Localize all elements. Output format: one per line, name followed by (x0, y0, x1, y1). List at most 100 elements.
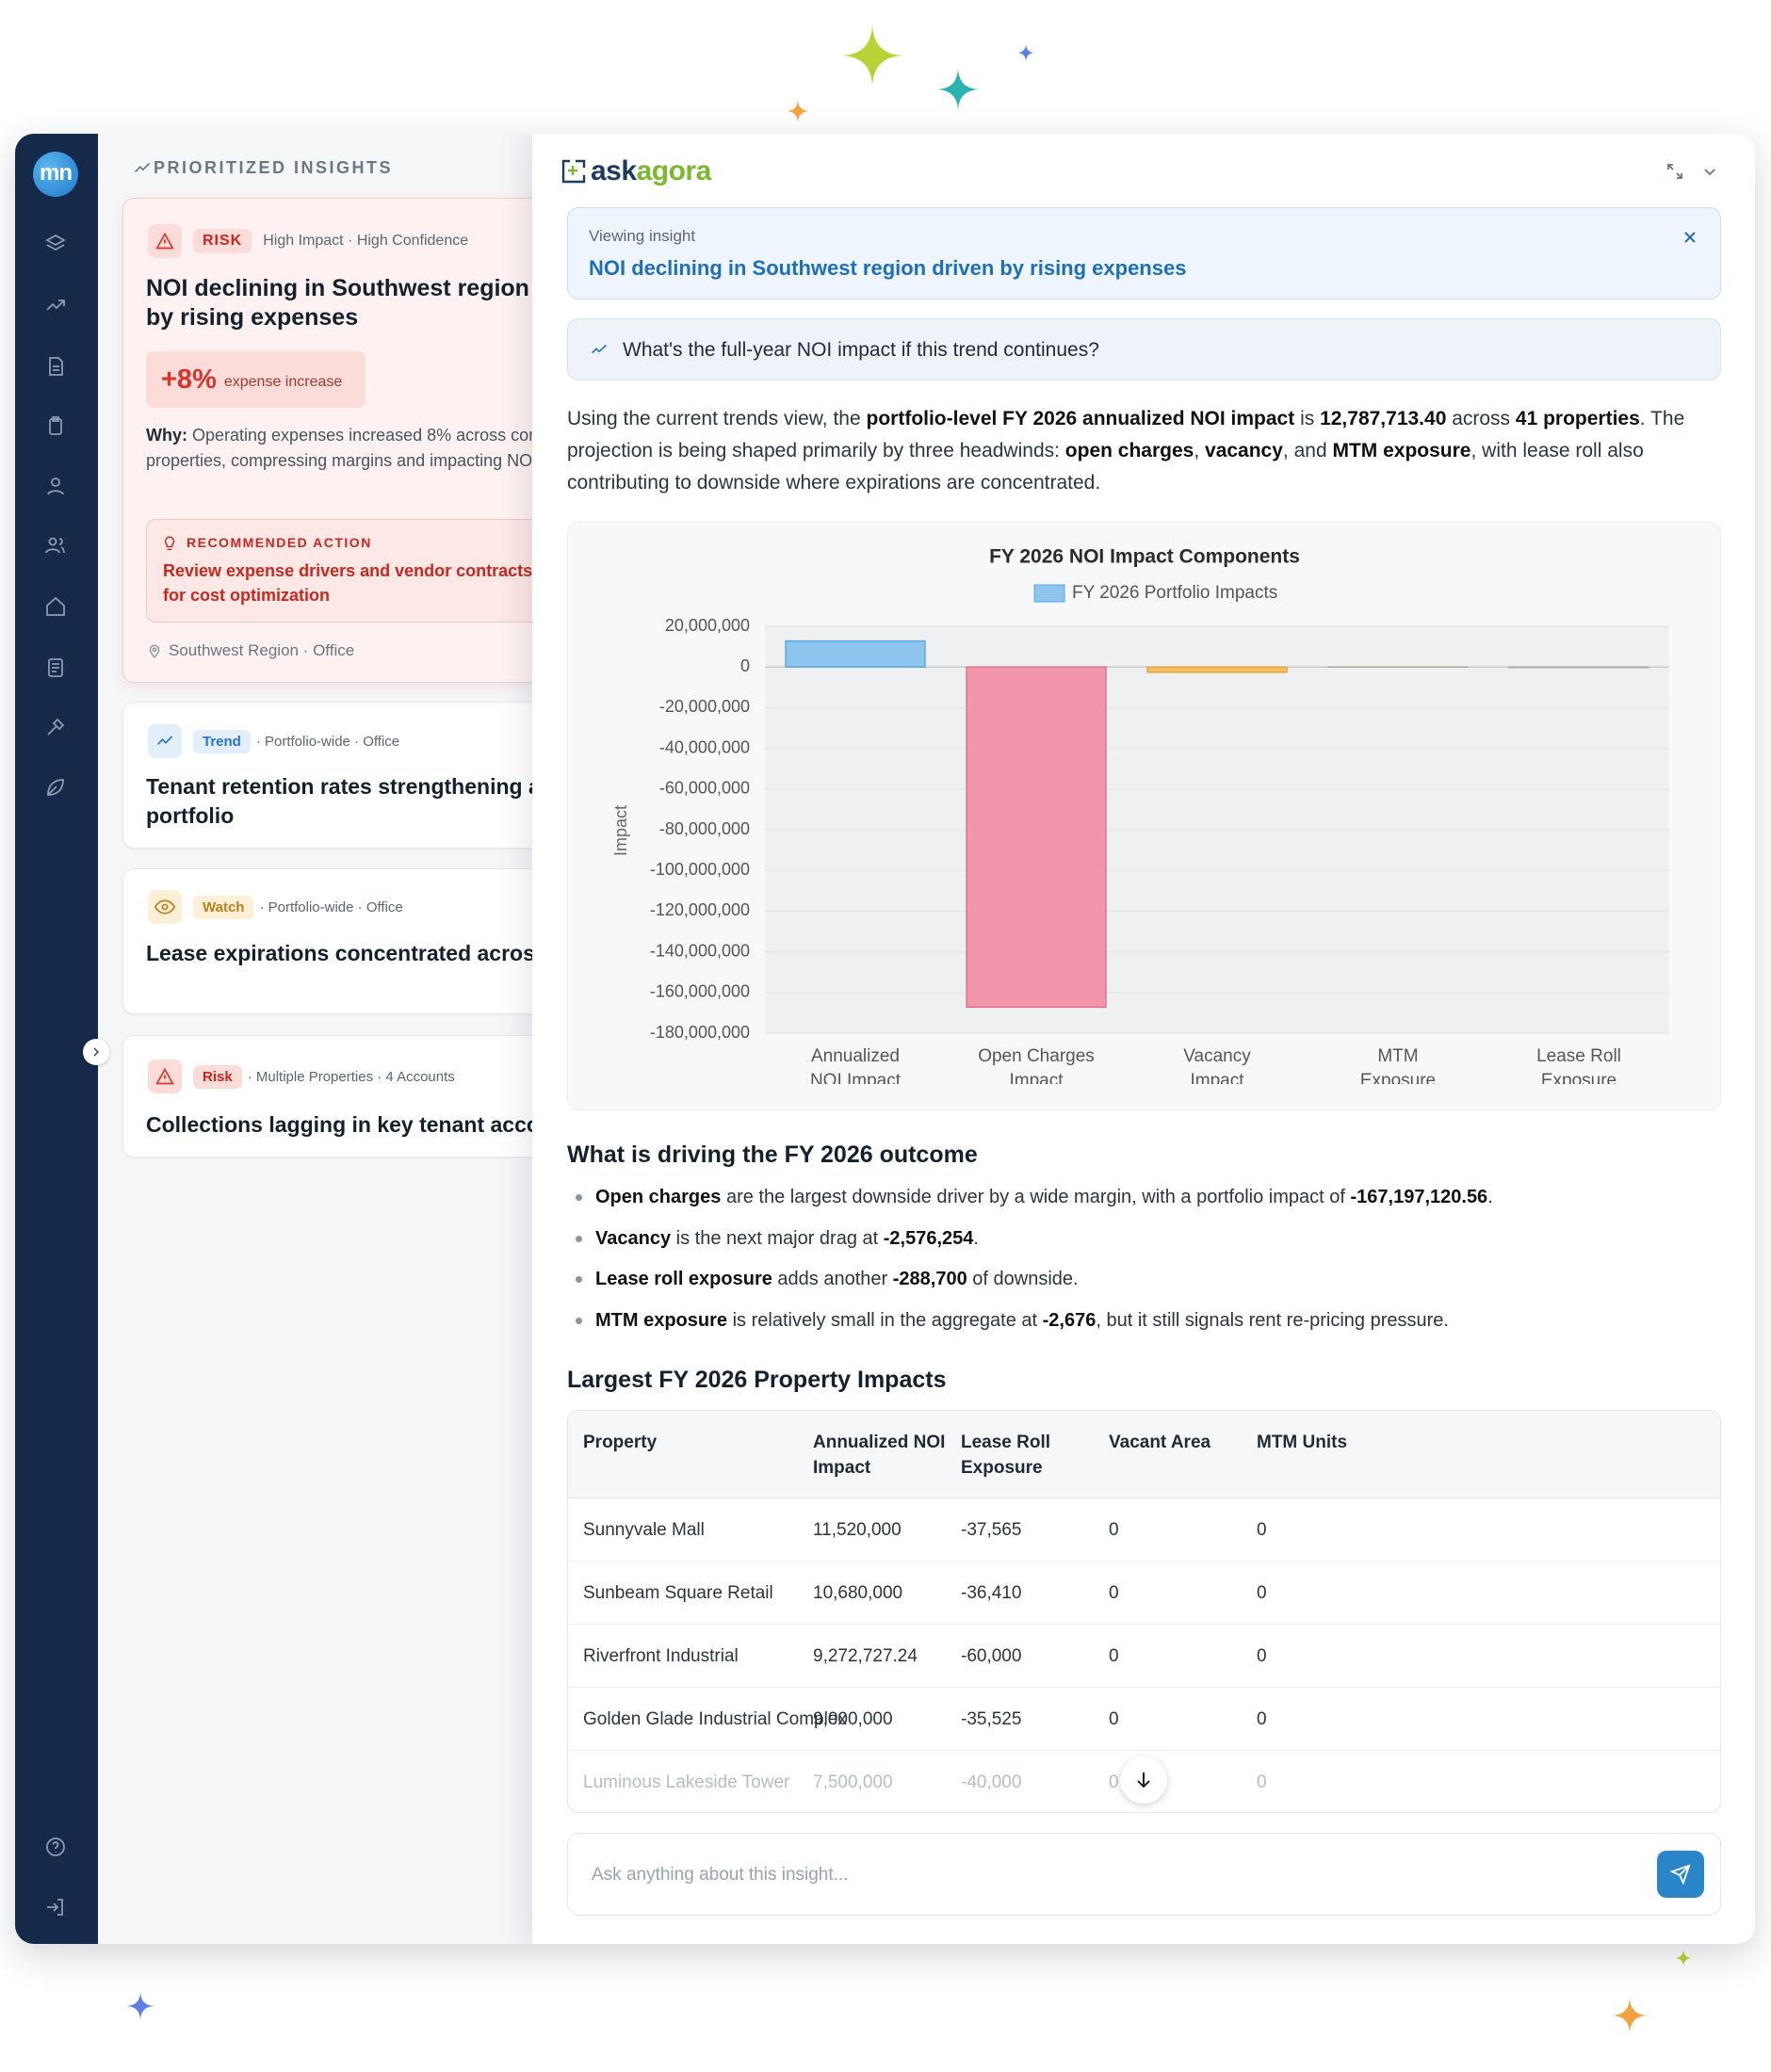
x-tick-label-box: Open Charges Impact (978, 1046, 1095, 1084)
bullet: Vacancy is the next major drag at -2,576… (567, 1225, 1721, 1252)
nav-reports[interactable] (44, 656, 67, 679)
action-text: Review expense drivers and vendor contra… (163, 561, 533, 605)
nav-trends[interactable] (44, 294, 67, 316)
insights-heading: PRIORITIZED INSIGHTS (154, 158, 394, 177)
nav-layers[interactable] (44, 233, 67, 255)
metric-label: expense increase (223, 374, 343, 390)
bullet-text: are the largest downside driver by a wid… (721, 1187, 1351, 1207)
badge-row: Watch · Portfolio-wide · Office (148, 886, 403, 928)
legend-label: FY 2026 Portfolio Impacts (1072, 583, 1277, 603)
why-label: Why: (146, 426, 187, 445)
brand-name: agora (636, 155, 712, 186)
answer-strong: MTM exposure (1332, 440, 1471, 461)
close-context[interactable] (1682, 230, 1698, 245)
context-label: Viewing insight (589, 227, 696, 245)
expand-button[interactable] (1665, 162, 1684, 181)
context-box: Viewing insight NOI declining in Southwe… (567, 207, 1721, 299)
minimize-button[interactable] (1700, 162, 1719, 181)
x-tick-label: Open Charges Impact (978, 1046, 1095, 1084)
send-button[interactable] (1657, 1851, 1704, 1898)
chart-card: FY 2026 NOI Impact Components FY 2026 Po… (567, 522, 1721, 1110)
table-cell: 0 (1257, 1520, 1267, 1540)
nav-user[interactable] (44, 475, 67, 497)
x-tick-label-box: Annualized NOI Impact (810, 1046, 901, 1084)
y-tick-label: -140,000,000 (650, 941, 750, 960)
answer-strong: 12,787,713.40 (1320, 408, 1447, 429)
table-cell: -40,000 (961, 1773, 1022, 1792)
bulb-icon (164, 536, 175, 550)
bullet-text: . (1487, 1187, 1493, 1207)
card-title: Tenant retention rates strengthening acr… (146, 774, 541, 828)
table-cell: 0 (1109, 1583, 1119, 1603)
insight-card[interactable]: Risk · Multiple Properties · 4 Accounts … (122, 1035, 541, 1157)
bullet-value: -2,576,254 (883, 1228, 974, 1249)
x-tick-label-box: Vacancy Impact (1183, 1046, 1250, 1084)
nav-leaf[interactable] (44, 776, 67, 799)
bar (1146, 666, 1288, 673)
brand-prefix: ask (591, 155, 637, 186)
table-cell: 9,272,727.24 (813, 1646, 918, 1666)
card-location: Southwest Region · Office (169, 641, 355, 659)
action-box: RECOMMENDED ACTION Review expense driver… (146, 519, 541, 623)
bar (785, 639, 926, 668)
bullet-text: . (973, 1228, 979, 1249)
answer-text: . The projection is being shaped primari… (567, 408, 1685, 461)
insight-card[interactable]: Trend · Portfolio-wide · Office Tenant r… (122, 702, 541, 849)
pin-icon (149, 644, 160, 658)
answer-strong: 41 properties (1515, 408, 1640, 429)
y-tick-label: -180,000,000 (650, 1023, 750, 1042)
bullet-lead: MTM exposure (595, 1310, 728, 1331)
table-cell: 0 (1109, 1709, 1119, 1729)
badge-row: Trend · Portfolio-wide · Office (148, 720, 399, 762)
insight-card[interactable]: Watch · Portfolio-wide · Office Lease ex… (122, 868, 541, 1014)
collapse-button[interactable] (83, 1039, 109, 1065)
y-tick-label: -40,000,000 (659, 737, 750, 756)
nav-tools[interactable] (44, 716, 67, 738)
bullet: Open charges are the largest downside dr… (567, 1184, 1721, 1210)
nav-users[interactable] (44, 534, 67, 557)
answer-text: across (1446, 408, 1516, 429)
chat-input[interactable]: Ask anything about this insight... (567, 1833, 1721, 1916)
insight-card[interactable]: RISK High Impact · High Confidence NOI d… (122, 198, 541, 683)
card-meta: · Portfolio-wide · Office (259, 898, 403, 915)
brand: askagora (591, 154, 711, 188)
nav-help[interactable] (44, 1836, 67, 1858)
context-title: NOI declining in Southwest region driven… (589, 256, 1187, 280)
bullet-text: , but it still signals rent re-pricing p… (1096, 1310, 1449, 1331)
nav-documents[interactable] (44, 355, 67, 378)
nav-logout[interactable] (44, 1896, 67, 1918)
question-icon (591, 344, 608, 354)
nav-home[interactable] (44, 595, 67, 618)
bullet-lead: Lease roll exposure (595, 1269, 772, 1289)
table-cell: 0 (1257, 1646, 1267, 1666)
table-cell: -36,410 (961, 1583, 1022, 1603)
bullet-text: is relatively small in the aggregate at (727, 1310, 1043, 1331)
table-cell: Golden Glade Industrial Complex (583, 1709, 847, 1729)
table-row: Golden Glade Industrial Complex 9,000,000… (568, 1688, 1720, 1751)
answer-text: , with lease roll also contributing to d… (567, 440, 1644, 494)
table-cell: 0 (1109, 1773, 1119, 1792)
table-cell: Sunnyvale Mall (583, 1520, 705, 1540)
bar (966, 666, 1107, 1009)
y-axis-label: Impact (611, 805, 630, 856)
bar (1508, 666, 1649, 669)
risk-icon (148, 224, 182, 258)
y-tick-label: 0 (740, 656, 750, 675)
legend-swatch (1033, 584, 1065, 603)
trend-badge-icon (148, 724, 182, 758)
risk-icon (148, 1060, 182, 1093)
badge-row: RISK High Impact · High Confidence (148, 220, 468, 262)
table-cell: 0 (1257, 1773, 1267, 1792)
bullet-text: adds another (772, 1269, 893, 1289)
scroll-down-button[interactable] (1120, 1756, 1167, 1804)
table-cell: Luminous Lakeside Tower (583, 1773, 790, 1792)
card-meta: · Portfolio-wide · Office (255, 733, 400, 750)
card-title: NOI declining in Southwest region driven… (146, 275, 541, 331)
logo[interactable]: mn (33, 152, 78, 197)
x-tick-label: MTM Exposure (1359, 1046, 1437, 1084)
table-header: Property Annualized NOI Impact Lease Roll … (568, 1411, 1720, 1498)
nav-clipboard[interactable] (44, 414, 67, 437)
why-body: Operating expenses increased 8% across c… (146, 426, 541, 470)
table-cell: 0 (1257, 1709, 1267, 1729)
